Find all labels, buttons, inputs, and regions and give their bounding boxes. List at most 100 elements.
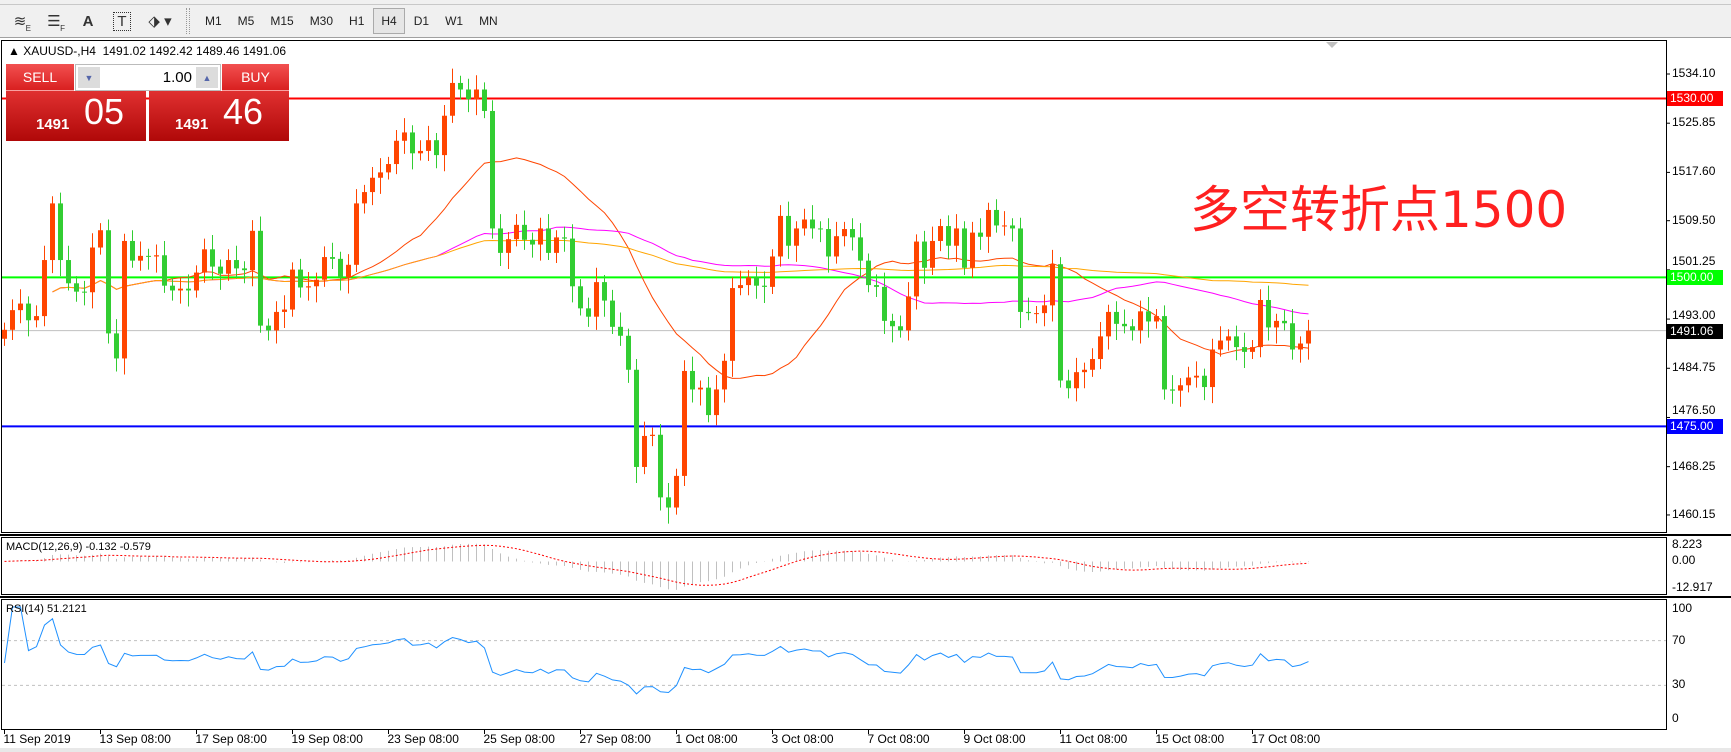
bullish-candle (906, 296, 911, 331)
bullish-candle (930, 240, 935, 268)
bullish-candle (1210, 349, 1215, 388)
bullish-candle (1082, 369, 1087, 373)
bullish-candle (834, 236, 839, 257)
buy-price-button[interactable]: 1491 46 (149, 91, 289, 141)
bullish-candle (98, 230, 103, 248)
bearish-candle (298, 269, 303, 288)
bearish-candle (1122, 323, 1127, 327)
timeframe-m15[interactable]: M15 (270, 14, 294, 28)
volume-stepper[interactable]: ▼ 1.00 ▲ (75, 64, 221, 91)
bullish-candle (1074, 372, 1079, 389)
timeframe-mn[interactable]: MN (479, 14, 498, 28)
text-icon[interactable]: A (82, 12, 94, 30)
buy-button[interactable]: BUY (222, 64, 289, 91)
price-axis-label: 1534.10 (1672, 66, 1716, 80)
bearish-candle (578, 286, 583, 309)
bullish-candle (1226, 336, 1231, 341)
bearish-candle (242, 268, 247, 271)
ma-slow-line (52, 239, 1309, 293)
volume-input[interactable]: 1.00 (162, 69, 192, 86)
bullish-candle (2, 329, 7, 339)
bearish-candle (130, 240, 135, 261)
timeframe-d1[interactable]: D1 (413, 14, 430, 28)
bullish-candle (1186, 377, 1191, 386)
timeframe-h1[interactable]: H1 (349, 14, 365, 28)
bullish-candle (346, 264, 351, 278)
timeframe-h4[interactable]: H4 (373, 8, 405, 34)
bearish-candle (754, 277, 759, 286)
bearish-candle (818, 228, 823, 230)
time-axis-label: 17 Oct 08:00 (1251, 732, 1321, 746)
bearish-candle (146, 255, 151, 257)
bearish-candle (946, 226, 951, 246)
price-axis-label: 1460.15 (1672, 506, 1716, 521)
price-axis-label: 1476.50 (1672, 403, 1716, 418)
price-axis-label: 1501.25 (1672, 254, 1716, 269)
bearish-candle (218, 266, 223, 274)
bearish-candle (210, 249, 215, 267)
text-label-icon[interactable]: T (108, 8, 136, 34)
bullish-candle (90, 247, 95, 293)
bearish-candle (634, 369, 639, 467)
timeframe-group: M1 M5 M15 M30 H1 H4 D1 W1 MN (198, 8, 507, 34)
bullish-candle (1138, 311, 1143, 331)
bullish-candle (714, 389, 719, 416)
bullish-candle (682, 370, 687, 476)
bearish-candle (994, 209, 999, 226)
bullish-candle (194, 272, 199, 291)
bearish-candle (466, 89, 471, 100)
rsi-panel-frame (1, 599, 1667, 730)
macd-axis-label: 8.223 (1672, 537, 1703, 551)
sell-button[interactable]: SELL (6, 64, 74, 91)
bullish-candle (1178, 385, 1183, 391)
volume-decrease-icon[interactable]: ▼ (78, 67, 100, 88)
rsi-axis-label: 70 (1672, 632, 1686, 647)
bearish-candle (1242, 347, 1247, 352)
bearish-candle (530, 239, 535, 245)
volume-increase-icon[interactable]: ▲ (196, 67, 218, 88)
sell-price-pips: 05 (84, 91, 125, 132)
arrows-icon[interactable]: ⬗ ▾ (148, 13, 172, 30)
bearish-candle (266, 325, 271, 331)
bullish-candle (474, 89, 479, 100)
bearish-candle (498, 228, 503, 253)
bullish-candle (274, 311, 279, 331)
bullish-candle (1258, 299, 1263, 348)
bearish-candle (922, 241, 927, 268)
bearish-candle (338, 258, 343, 278)
bullish-candle (1298, 343, 1303, 350)
bearish-candle (1114, 311, 1119, 324)
bullish-candle (1250, 347, 1255, 352)
bullish-candle (650, 434, 655, 436)
time-axis-label: 25 Sep 08:00 (483, 732, 555, 746)
time-axis-label: 13 Sep 08:00 (99, 732, 171, 746)
bearish-candle (586, 308, 591, 317)
bullish-candle (1090, 359, 1095, 370)
bearish-candle (850, 229, 855, 238)
collapse-triangle-icon[interactable]: ▲ (8, 44, 20, 58)
fibonacci-icon[interactable]: ☰ F (47, 13, 65, 33)
bullish-candle (442, 115, 447, 156)
timeframe-m30[interactable]: M30 (309, 14, 334, 28)
bearish-candle (866, 260, 871, 286)
timeframe-m5[interactable]: M5 (237, 14, 255, 28)
bullish-candle (250, 230, 255, 271)
bullish-candle (386, 164, 391, 173)
rsi-line (4, 606, 1309, 695)
bullish-candle (1274, 320, 1279, 328)
timeframe-m1[interactable]: M1 (205, 14, 222, 28)
bearish-candle (434, 140, 439, 156)
bullish-candle (842, 229, 847, 237)
sell-price-button[interactable]: 1491 05 (6, 91, 146, 141)
bearish-candle (1010, 225, 1015, 229)
time-axis-label: 11 Sep 2019 (3, 732, 71, 746)
bullish-candle (698, 387, 703, 390)
bullish-candle (314, 279, 319, 287)
bullish-candle (226, 260, 231, 274)
bullish-candle (1194, 375, 1199, 378)
bearish-candle (82, 291, 87, 293)
timeframe-w1[interactable]: W1 (445, 14, 464, 28)
elliott-wave-icon[interactable]: ≋ E (13, 13, 31, 33)
bearish-candle (186, 288, 191, 291)
